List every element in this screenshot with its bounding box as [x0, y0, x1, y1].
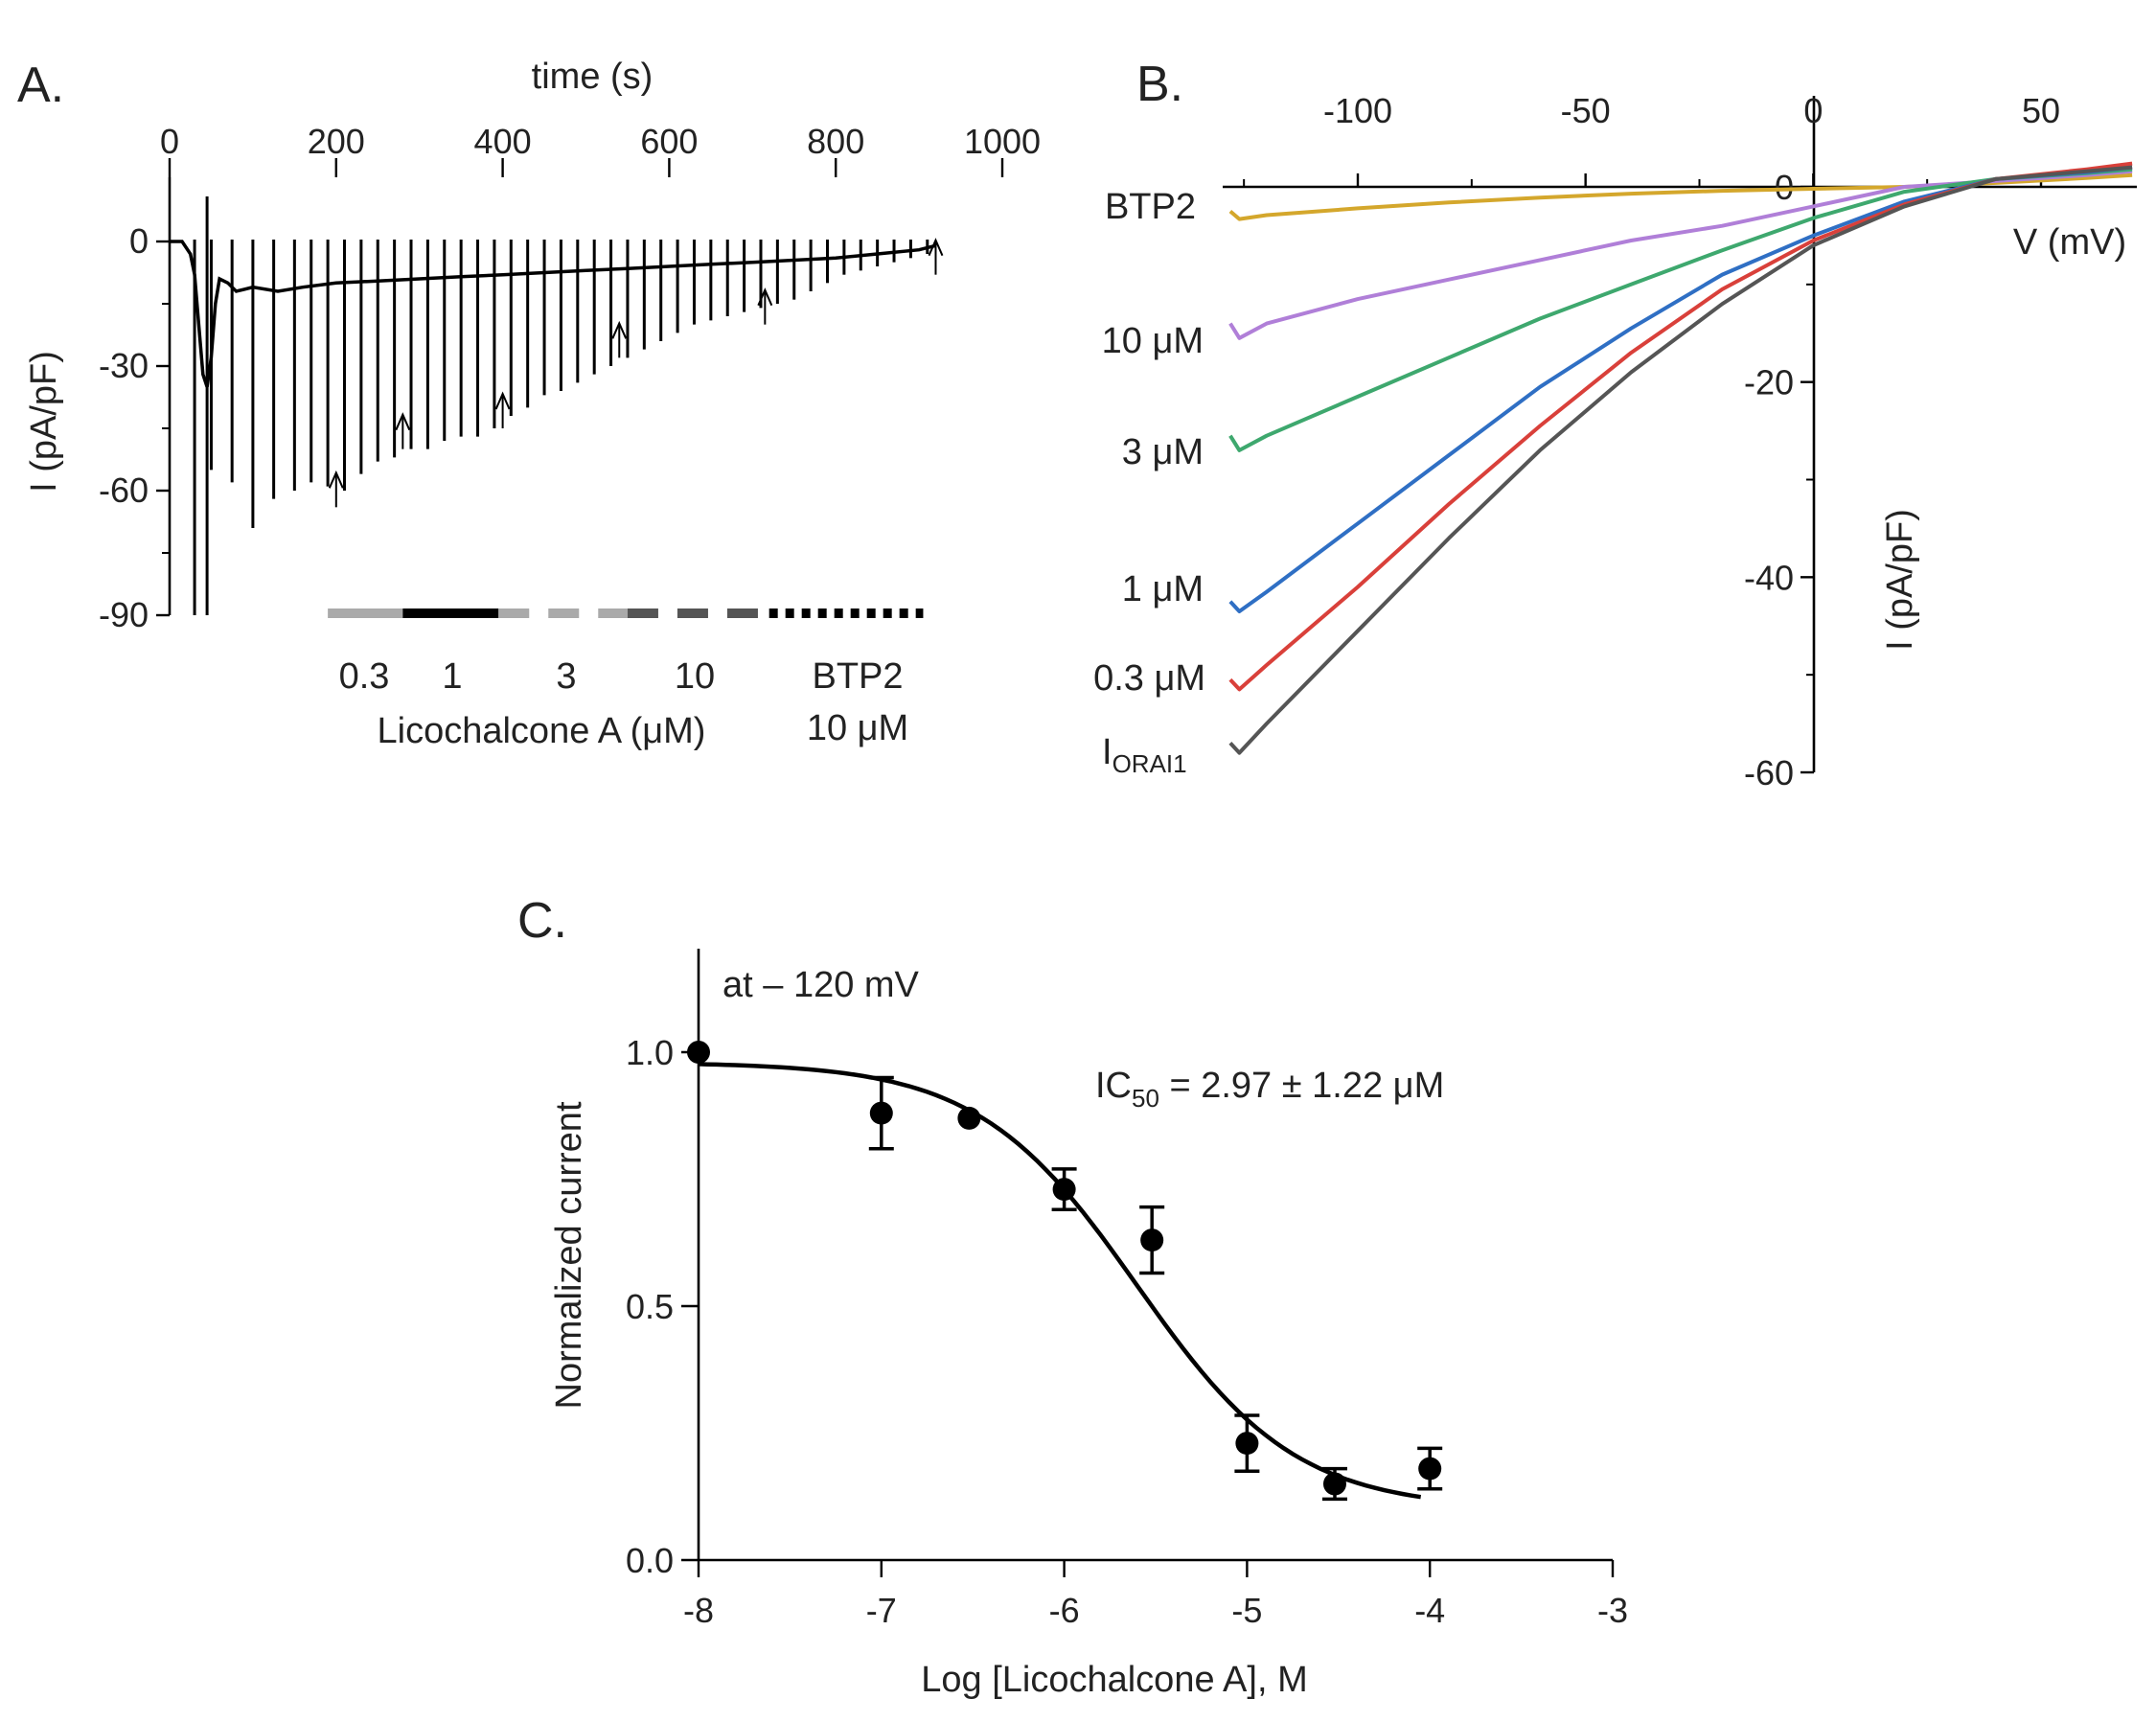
b-x-tick-label: 0 [1803, 91, 1823, 130]
a-y-tick-label: 0 [129, 221, 149, 261]
panel-a-y-axis-title: I (pA/pF) [24, 351, 64, 493]
panel-a-letter: A. [17, 57, 64, 113]
trace-label-1-um: 1 μM [1122, 569, 1204, 609]
b-trace-i-orai1 [1228, 165, 2133, 755]
b-trace-10-m [1228, 169, 2133, 340]
condition-label: at – 120 mV [722, 965, 920, 1005]
panel-a-current-trace [170, 240, 936, 388]
c-data-point [1418, 1457, 1442, 1481]
btp2-dose-label: 10 μM [807, 708, 908, 748]
c-y-tick-label: 0.0 [626, 1541, 674, 1580]
a-arrow-head [395, 412, 411, 431]
b-trace-3-m [1228, 167, 2133, 452]
c-y-tick-label: 0.5 [626, 1287, 674, 1326]
c-data-point [687, 1041, 710, 1064]
a-x-tick-label: 0 [160, 122, 179, 161]
b-trace-0-3-m [1228, 161, 2133, 692]
a-x-tick-label: 600 [640, 122, 698, 161]
panel-b-y-ticks: 0 -20 -40 -60 [1744, 168, 1814, 792]
trace-label-3-um: 3 μM [1122, 432, 1204, 472]
a-y-tick-label: -30 [99, 346, 149, 385]
c-x-tick-label: -6 [1049, 1591, 1080, 1630]
panel-c-data-points [687, 1041, 1443, 1502]
a-x-tick-label: 400 [474, 122, 532, 161]
a-x-tick-label: 800 [807, 122, 864, 161]
trace-label-i-orai1: IORAI1 [1102, 732, 1187, 778]
c-data-point [1140, 1228, 1164, 1252]
trace-label-0-3-um: 0.3 μM [1093, 658, 1205, 699]
c-x-tick-label: -8 [683, 1591, 714, 1630]
b-y-tick-label: -60 [1744, 753, 1794, 792]
a-x-tick-label: 1000 [964, 122, 1041, 161]
iorai1-subscript: ORAI1 [1112, 749, 1187, 778]
a-arrow-head [611, 320, 628, 339]
c-data-point [1052, 1178, 1076, 1202]
a-y-tick-label: -90 [99, 595, 149, 634]
panel-b-y-axis-title: I (pA/pF) [1880, 509, 1920, 651]
c-x-tick-label: -3 [1597, 1591, 1628, 1630]
bar-label-btp2: BTP2 [812, 656, 903, 697]
panel-b-x-ticks: -100 -50 0 50 [1243, 91, 2060, 187]
panel-a-x-axis-title: time (s) [532, 57, 654, 97]
panel-b-iv-traces [1228, 161, 2133, 755]
c-data-point [869, 1101, 893, 1125]
bar-label-0-3: 0.3 [339, 656, 390, 697]
c-y-tick-label: 1.0 [626, 1033, 674, 1072]
panel-c: C. -8 -7 -6 -5 -4 -3 0.0 0.5 1.0 Log [Licochalc… [517, 893, 1628, 1700]
a-arrow-head [928, 238, 944, 257]
panel-a-x-ticks: 0 200 400 600 800 1000 [160, 122, 1041, 177]
c-x-tick-label: -7 [866, 1591, 897, 1630]
iorai1-main: I [1102, 732, 1112, 772]
licochalcone-bar-group-label: Licochalcone A (μM) [378, 711, 706, 751]
panel-c-y-ticks: 0.0 0.5 1.0 [626, 1033, 699, 1580]
b-x-tick-label: -50 [1561, 91, 1611, 130]
panel-c-x-axis-title: Log [Licochalcone A], M [921, 1660, 1307, 1700]
c-x-tick-label: -5 [1231, 1591, 1262, 1630]
panel-c-y-axis-title: Normalized current [549, 1101, 589, 1409]
panel-a-y-ticks: 0 -30 -60 -90 [99, 221, 170, 634]
panel-c-fit-curve [698, 1062, 1422, 1500]
a-arrow-head [757, 287, 773, 307]
a-arrow-head [494, 391, 511, 410]
ic50-annotation: IC50 = 2.97 ± 1.22 μM [1095, 1066, 1444, 1113]
panel-a: A. time (s) I (pA/pF) 0 200 400 600 800 1000 … [17, 57, 1041, 751]
a-arrow-head [328, 470, 344, 489]
a-x-tick-label: 200 [308, 122, 365, 161]
ic50-subscript: 50 [1132, 1084, 1159, 1113]
bar-label-3: 3 [556, 656, 576, 697]
panel-a-arrows [328, 238, 944, 508]
panel-b-x-axis-title: V (mV) [2013, 222, 2126, 263]
panel-b-letter: B. [1136, 57, 1183, 112]
ic50-value: = 2.97 ± 1.22 μM [1159, 1066, 1444, 1106]
c-data-point [1322, 1472, 1346, 1496]
ic50-prefix: IC [1095, 1066, 1132, 1106]
trace-label-10-um: 10 μM [1102, 321, 1204, 361]
b-y-tick-label: -40 [1744, 558, 1794, 597]
panel-a-ramp-spikes [193, 196, 929, 615]
b-x-tick-label: -100 [1323, 91, 1392, 130]
c-data-point [957, 1106, 981, 1130]
c-data-point [1235, 1432, 1259, 1456]
b-y-tick-label: 0 [1775, 168, 1794, 207]
panel-c-letter: C. [517, 893, 567, 949]
a-y-tick-label: -60 [99, 471, 149, 510]
b-x-tick-label: 50 [2022, 91, 2060, 130]
bar-label-10: 10 [675, 656, 715, 697]
trace-label-btp2: BTP2 [1105, 187, 1196, 227]
panel-c-x-ticks: -8 -7 -6 -5 -4 -3 [683, 1560, 1628, 1630]
b-y-tick-label: -20 [1744, 363, 1794, 402]
c-x-tick-label: -4 [1414, 1591, 1445, 1630]
bar-label-1: 1 [442, 656, 462, 697]
panel-b: B. -100 -50 0 50 0 -20 -40 -60 V (mV) I (pA/pF… [1093, 57, 2137, 792]
